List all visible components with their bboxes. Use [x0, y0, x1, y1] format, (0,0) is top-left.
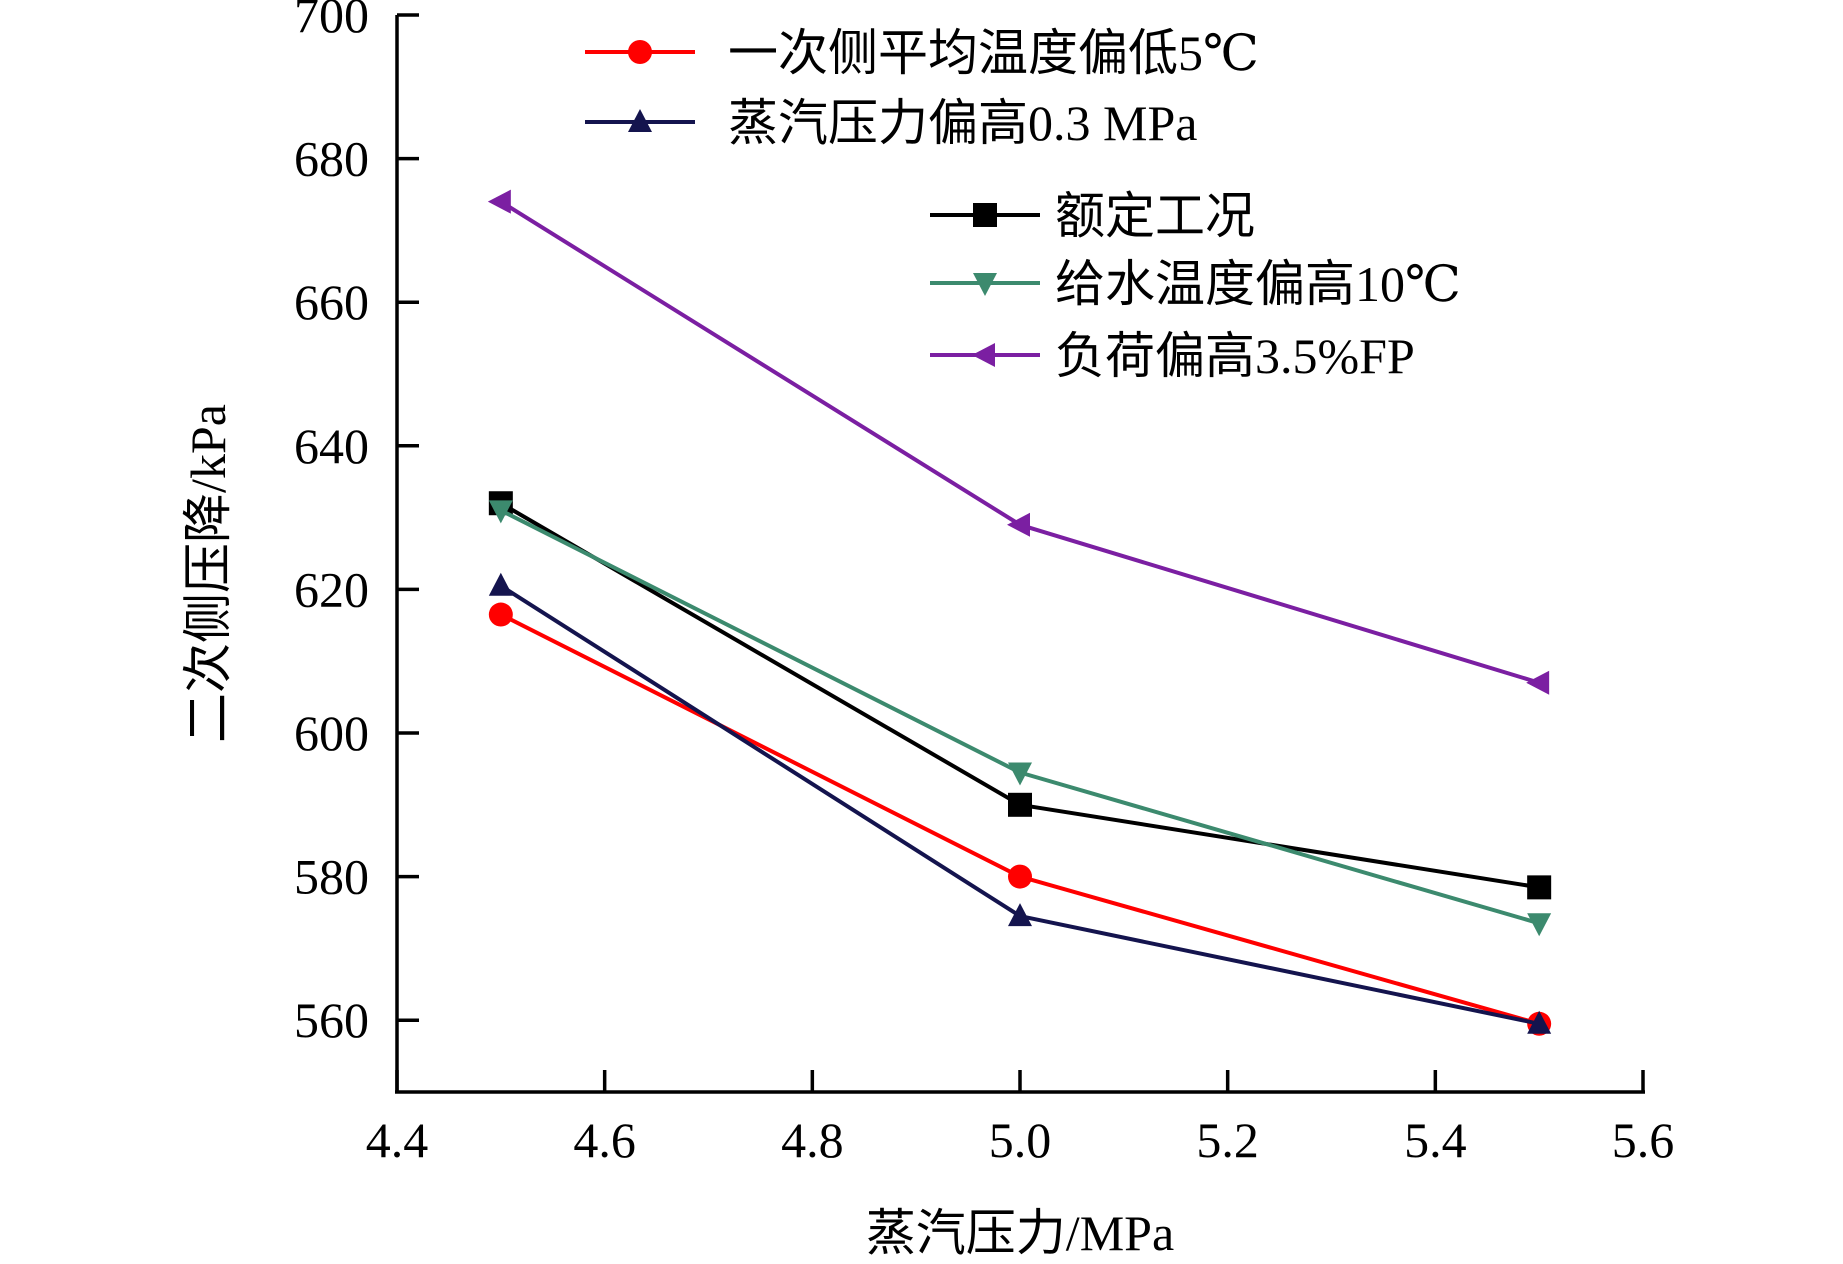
legend-marker — [628, 109, 652, 132]
legend-marker — [973, 273, 997, 296]
series-5 — [487, 189, 1550, 695]
series-line — [499, 612, 1540, 1026]
x-tick-label: 5.4 — [1404, 1112, 1467, 1168]
legend-marker — [972, 343, 995, 367]
series-2 — [488, 572, 1552, 1034]
legend-label: 给水温度偏高10℃ — [1055, 256, 1461, 312]
data-point — [1008, 864, 1032, 889]
legend-marker — [973, 203, 997, 227]
legend-label: 额定工况 — [1055, 188, 1255, 244]
data-point — [1526, 670, 1550, 695]
data-point — [1008, 903, 1032, 927]
data-point — [1008, 762, 1032, 786]
legend-entry: 给水温度偏高10℃ — [930, 256, 1461, 312]
x-tick-label: 5.2 — [1196, 1112, 1259, 1168]
x-axis-title: 蒸汽压力/MPa — [866, 1205, 1174, 1261]
series-layer — [487, 189, 1552, 1036]
data-point — [1007, 512, 1030, 537]
y-tick-label: 700 — [294, 0, 369, 43]
axes: 560 580 600 620 640 660 680 700 4.4 4.6 4.8 5.0 5.2 5… — [294, 0, 1674, 1168]
y-tick-label: 640 — [294, 418, 369, 474]
data-point — [488, 572, 513, 596]
x-tick-label: 5.6 — [1612, 1112, 1675, 1168]
data-point — [1527, 1010, 1552, 1034]
legend-label: 一次侧平均温度偏低5℃ — [728, 25, 1259, 81]
data-point — [488, 602, 513, 627]
legend-entry: 一次侧平均温度偏低5℃ — [585, 25, 1259, 81]
series-3 — [488, 491, 1552, 900]
data-point — [488, 500, 513, 524]
legend-entry: 负荷偏高3.5%FP — [930, 328, 1415, 384]
legend-label: 负荷偏高3.5%FP — [1055, 328, 1415, 384]
x-tick-label: 5.0 — [989, 1112, 1052, 1168]
legend-marker — [628, 40, 652, 64]
legend-entry: 额定工况 — [930, 188, 1255, 244]
y-axis-title: 二次侧压降/kPa — [180, 404, 236, 743]
data-point — [1527, 913, 1552, 937]
data-point — [487, 189, 511, 214]
data-point — [1527, 875, 1552, 900]
legend-entry: 蒸汽压力偏高0.3 MPa — [585, 95, 1197, 151]
x-tick-label: 4.8 — [781, 1112, 844, 1168]
series-1 — [488, 602, 1552, 1036]
x-tick-label: 4.6 — [573, 1112, 636, 1168]
y-tick-label: 680 — [294, 131, 369, 187]
x-tick-label: 4.4 — [366, 1112, 429, 1168]
y-tick-label: 560 — [294, 992, 369, 1048]
legend-label: 蒸汽压力偏高0.3 MPa — [728, 95, 1197, 151]
y-tick-label: 580 — [294, 849, 369, 905]
series-4 — [488, 500, 1552, 937]
y-tick-label: 620 — [294, 561, 369, 617]
y-tick-label: 600 — [294, 705, 369, 761]
y-tick-label: 660 — [294, 274, 369, 330]
data-point — [1008, 792, 1032, 817]
